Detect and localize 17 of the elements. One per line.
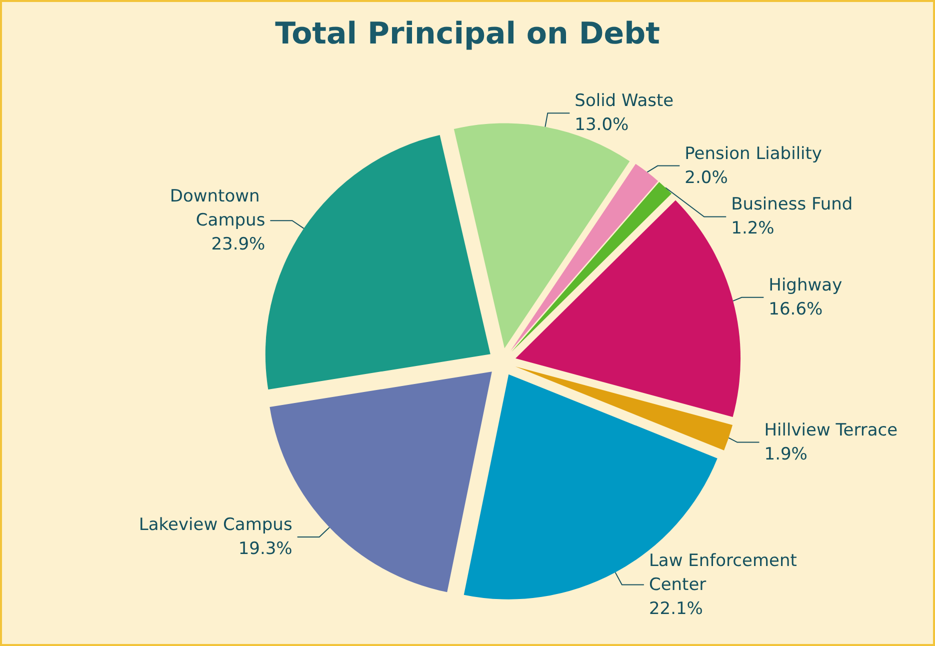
slice-label: Solid Waste	[574, 91, 674, 112]
slice-label: Highway	[768, 275, 842, 296]
slice-label: Lakeview Campus	[138, 515, 292, 536]
slice-label: Business Fund	[731, 194, 853, 215]
data-label: 23.9%	[211, 234, 266, 255]
data-label: 22.1%	[648, 598, 703, 619]
data-label: 19.3%	[238, 539, 292, 560]
slice-label: Hillview Terrace	[764, 420, 898, 440]
slice-label: Downtown Campus	[170, 186, 266, 231]
slice-label: Pension Liability	[684, 144, 822, 164]
data-label: 16.6%	[768, 299, 823, 320]
data-label: 1.9%	[764, 444, 808, 464]
data-label: 2.0%	[684, 168, 728, 188]
chart-title: Total Principal on Debt	[275, 16, 660, 52]
data-label: 1.2%	[731, 218, 774, 239]
data-label: 13.0%	[574, 115, 629, 136]
slice-label: Law Enforcement Center	[648, 550, 802, 595]
